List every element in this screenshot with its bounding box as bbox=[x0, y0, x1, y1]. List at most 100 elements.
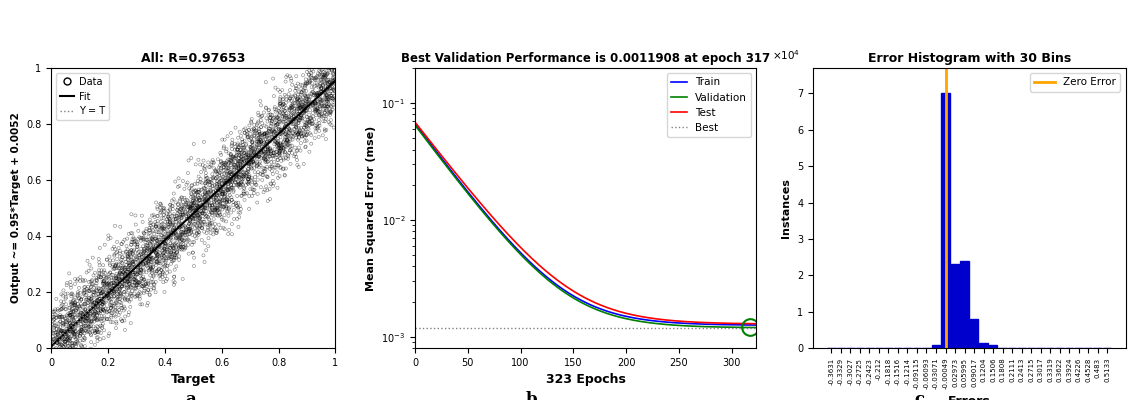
Point bbox=[248, 182, 266, 188]
Point bbox=[74, 324, 92, 330]
Point bbox=[56, 339, 74, 345]
Point bbox=[77, 323, 96, 329]
Point bbox=[265, 128, 283, 135]
Point bbox=[257, 173, 275, 180]
Point bbox=[82, 331, 100, 338]
Point bbox=[221, 199, 239, 205]
Point bbox=[98, 293, 116, 299]
Point bbox=[81, 324, 99, 330]
Point bbox=[272, 165, 290, 171]
Point bbox=[289, 105, 307, 112]
Point bbox=[281, 105, 299, 112]
Point bbox=[177, 213, 196, 219]
Point bbox=[107, 299, 125, 305]
Point bbox=[232, 153, 250, 160]
Point bbox=[287, 93, 305, 99]
Point bbox=[115, 289, 133, 295]
Point bbox=[100, 260, 118, 266]
Point bbox=[319, 100, 338, 107]
Point bbox=[48, 329, 66, 335]
Point bbox=[249, 149, 267, 156]
Point bbox=[292, 113, 310, 119]
Point bbox=[294, 161, 313, 167]
Point bbox=[298, 99, 316, 106]
Point bbox=[140, 245, 158, 251]
Point bbox=[131, 279, 149, 286]
Point bbox=[221, 178, 239, 185]
Point bbox=[88, 327, 106, 334]
Point bbox=[243, 126, 262, 133]
Point bbox=[60, 318, 78, 324]
Point bbox=[296, 103, 314, 110]
Point bbox=[116, 270, 134, 276]
Point bbox=[105, 282, 123, 288]
Point bbox=[102, 272, 121, 278]
Y-axis label: Instances: Instances bbox=[781, 178, 791, 238]
Point bbox=[144, 228, 163, 235]
Point bbox=[181, 231, 199, 237]
Point bbox=[226, 159, 244, 165]
Point bbox=[113, 283, 131, 289]
Point bbox=[122, 270, 140, 276]
Point bbox=[68, 359, 86, 365]
Train bbox=[704, 322, 717, 327]
Point bbox=[89, 303, 107, 309]
Point bbox=[123, 211, 141, 218]
Point bbox=[297, 143, 315, 150]
Point bbox=[214, 174, 232, 180]
Point bbox=[76, 313, 94, 319]
Point bbox=[134, 278, 152, 284]
Point bbox=[45, 338, 64, 344]
X-axis label: Errors: Errors bbox=[948, 395, 990, 400]
Point bbox=[222, 154, 240, 161]
Point bbox=[291, 115, 309, 121]
Point bbox=[67, 359, 85, 365]
Point bbox=[262, 115, 280, 121]
Point bbox=[57, 306, 75, 313]
Point bbox=[205, 198, 223, 205]
Point bbox=[188, 202, 206, 209]
Point bbox=[106, 222, 124, 229]
Point bbox=[206, 208, 224, 215]
Point bbox=[197, 188, 215, 195]
Point bbox=[225, 179, 243, 186]
Point bbox=[213, 206, 231, 213]
Point bbox=[219, 206, 238, 212]
Point bbox=[100, 285, 118, 291]
Point bbox=[282, 116, 300, 123]
Point bbox=[229, 169, 247, 175]
Point bbox=[50, 344, 68, 351]
Point bbox=[177, 216, 196, 222]
Point bbox=[235, 144, 254, 151]
Y-axis label: Output ~= 0.95*Target + 0.0052: Output ~= 0.95*Target + 0.0052 bbox=[10, 113, 20, 303]
Point bbox=[106, 262, 124, 268]
Point bbox=[152, 215, 171, 222]
Point bbox=[141, 249, 159, 255]
Point bbox=[229, 165, 247, 172]
Point bbox=[53, 340, 72, 346]
Point bbox=[291, 105, 309, 111]
Point bbox=[114, 281, 132, 287]
Point bbox=[167, 234, 185, 241]
Point bbox=[319, 84, 338, 90]
Point bbox=[99, 274, 117, 280]
Point bbox=[65, 308, 83, 314]
Point bbox=[59, 362, 77, 368]
Point bbox=[205, 231, 223, 238]
Point bbox=[184, 195, 202, 202]
Point bbox=[277, 138, 296, 145]
Point bbox=[173, 223, 191, 230]
Point bbox=[50, 378, 68, 384]
Point bbox=[307, 92, 325, 98]
Point bbox=[248, 136, 266, 142]
Point bbox=[169, 234, 188, 240]
Point bbox=[262, 181, 280, 188]
Point bbox=[148, 225, 166, 232]
Point bbox=[77, 311, 96, 318]
Point bbox=[225, 165, 243, 171]
Point bbox=[189, 212, 207, 218]
Point bbox=[221, 170, 239, 176]
Point bbox=[139, 259, 157, 265]
Point bbox=[109, 281, 127, 288]
Point bbox=[116, 296, 134, 302]
